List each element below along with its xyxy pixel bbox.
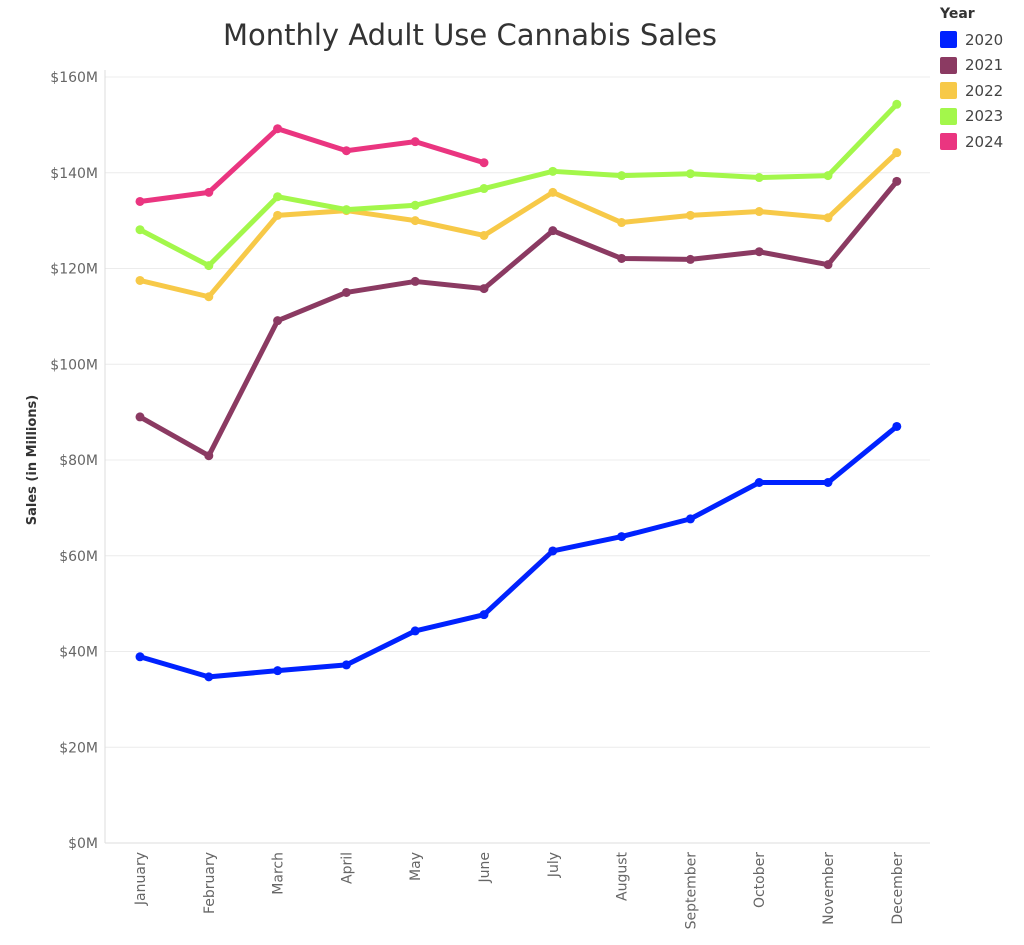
legend: Year 2020 2021 2022 2023 2024 [940,6,1003,155]
data-point-2022 [479,230,489,240]
y-tick-label: $20M [59,740,98,756]
data-point-2023 [617,171,627,181]
data-point-2021 [754,247,764,257]
x-tick-label: July [546,852,562,878]
chart-title: Monthly Adult Use Cannabis Sales [222,18,718,52]
x-tick-label: November [821,852,837,925]
data-point-2021 [135,412,145,422]
data-point-2024 [410,137,420,147]
data-point-2022 [548,187,558,197]
data-point-2024 [273,124,283,134]
data-point-2023 [823,171,833,181]
data-point-2023 [135,225,145,235]
data-point-2024 [135,196,145,206]
data-point-2023 [548,166,558,176]
legend-title: Year [940,6,975,22]
x-tick-label: April [339,852,355,884]
data-point-2023 [479,184,489,194]
series-line-2024 [139,126,485,204]
data-point-2021 [479,284,489,294]
data-point-2020 [685,514,695,524]
data-point-2020 [479,610,489,620]
y-tick-label: $100M [50,357,98,373]
series-line-2021 [138,179,899,459]
legend-label: 2020 [965,30,1004,49]
data-point-2021 [204,451,214,461]
data-point-2021 [823,260,833,270]
data-point-2020 [341,660,351,670]
data-point-2021 [892,176,902,186]
x-tick-label: October [752,852,768,908]
data-point-2020 [548,546,558,556]
data-point-2021 [410,276,420,286]
data-point-2022 [892,148,902,158]
y-tick-label: $0M [68,836,98,852]
legend-swatch [940,56,957,74]
data-point-2020 [754,478,764,488]
x-tick-label: August [615,851,631,901]
legend-item-2023[interactable]: 2023 [940,104,1003,130]
legend-swatch [940,31,957,49]
legend-swatch [940,82,957,100]
data-point-2023 [341,205,351,215]
x-tick-label: December [890,852,906,925]
data-point-2021 [617,253,627,263]
data-point-2022 [617,218,627,228]
data-point-2022 [273,210,283,220]
data-point-2023 [685,169,695,179]
data-point-2020 [823,478,833,488]
data-point-2023 [273,192,283,202]
y-tick-label: $120M [50,262,98,278]
data-point-2024 [204,187,214,197]
legend-label: 2024 [965,132,1004,151]
series-line-2020 [139,424,899,680]
data-point-2021 [341,287,351,297]
series-line-2022 [139,150,899,300]
y-tick-label: $40M [59,645,98,661]
data-point-2020 [892,421,902,431]
x-tick-label: March [271,852,287,895]
legend-item-2021[interactable]: 2021 [940,53,1003,79]
data-point-2022 [135,275,145,285]
legend-item-2024[interactable]: 2024 [940,129,1003,155]
data-point-2020 [135,652,145,662]
x-tick-label: May [408,852,424,881]
x-tick-label: February [202,852,218,914]
y-tick-label: $60M [59,549,98,565]
legend-item-2020[interactable]: 2020 [940,27,1003,53]
data-point-2020 [410,626,420,636]
data-point-2020 [204,672,214,682]
data-point-2022 [685,210,695,220]
y-tick-label: $140M [50,166,98,182]
data-point-2023 [892,99,902,109]
data-point-2022 [204,292,214,302]
data-point-2023 [410,200,420,210]
legend-label: 2022 [965,81,1004,100]
data-point-2024 [479,158,489,168]
legend-swatch [940,133,957,151]
data-point-2021 [685,254,695,264]
y-axis-label: Sales (in Millions) [25,395,40,525]
data-point-2020 [617,532,627,542]
data-point-2022 [410,216,420,226]
y-tick-label: $160M [50,70,98,86]
legend-item-2022[interactable]: 2022 [940,78,1003,104]
legend-swatch [940,107,957,125]
data-point-2022 [823,213,833,223]
legend-label: 2021 [965,56,1004,75]
data-point-2023 [204,261,214,271]
series-line-2023 [138,102,899,269]
x-tick-label: June [477,852,493,884]
data-point-2020 [273,666,283,676]
y-tick-label: $80M [59,453,98,469]
data-point-2022 [754,207,764,217]
legend-label: 2023 [965,107,1004,126]
data-point-2024 [341,146,351,156]
x-tick-label: January [133,852,149,906]
data-point-2021 [548,226,558,236]
data-point-2021 [273,316,283,326]
x-tick-label: September [683,852,699,930]
data-point-2023 [754,173,764,183]
